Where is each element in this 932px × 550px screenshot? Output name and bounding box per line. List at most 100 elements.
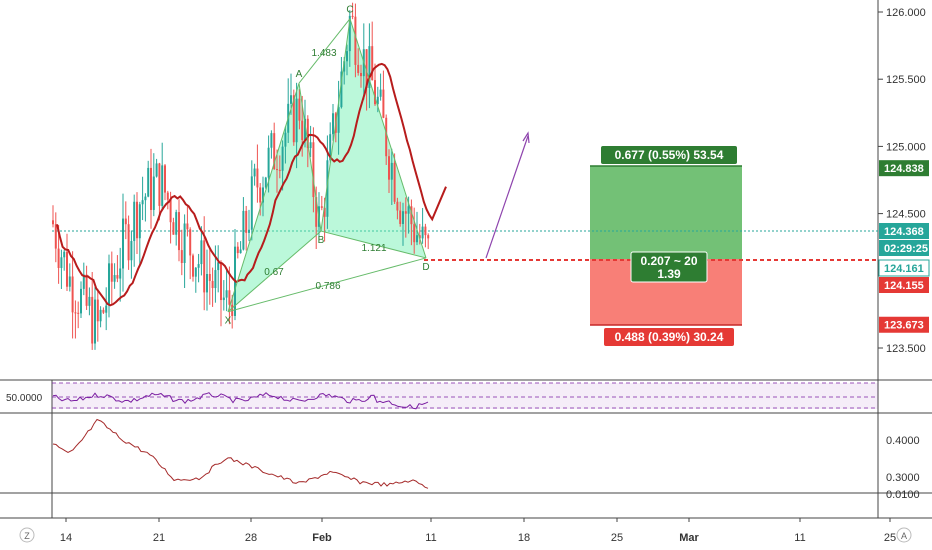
candle-body [239, 249, 242, 254]
pattern-ratio-label: 0.67 [264, 267, 284, 278]
candle-body [166, 192, 169, 200]
pattern-bcd-triangle [321, 18, 426, 258]
target-zone [590, 166, 742, 259]
projection-arrow [485, 131, 530, 259]
candle-body [337, 107, 340, 133]
candle-body [197, 264, 200, 268]
candle-body [192, 255, 194, 277]
candle-body [427, 235, 430, 239]
risk-reward-label: 0.207 ~ 201.39 [630, 251, 708, 283]
ref-price-badge: 124.368 [879, 223, 929, 239]
pattern-point-X: X [225, 316, 232, 327]
pattern-xab-triangle [228, 83, 321, 312]
candle-body [284, 132, 287, 147]
candle-body [346, 51, 348, 62]
countdown-badge: 02:29:25 [879, 240, 929, 256]
candle-body [399, 210, 402, 224]
candle-body [96, 299, 99, 322]
rsi-level-label: 50.0000 [6, 393, 43, 404]
candle-body [410, 206, 413, 225]
candle-body [421, 226, 424, 239]
pattern-ratio-label: 1.121 [361, 243, 386, 254]
candle-body [211, 280, 214, 289]
candle-body [113, 275, 116, 282]
candle-body [304, 118, 306, 140]
candle-body [312, 142, 315, 198]
candle-body [348, 15, 351, 52]
candle-body [169, 199, 172, 223]
time-tick-label: 18 [518, 532, 530, 544]
candle-body [54, 224, 57, 249]
candle-body [424, 226, 427, 236]
candle-body [52, 220, 54, 225]
candle-body [365, 49, 368, 88]
candle-body [388, 156, 390, 180]
price-tick-label: 124.500 [886, 209, 926, 221]
candle-body [354, 16, 357, 65]
target-label-text: 0.677 (0.55%) 53.54 [615, 148, 724, 162]
candle-body [402, 211, 404, 224]
candle-body [267, 147, 270, 178]
auto-scale-button[interactable]: A [896, 527, 912, 543]
candle-body [57, 248, 60, 268]
candle-body [77, 312, 80, 314]
candle-body [368, 46, 371, 88]
candle-body [122, 218, 124, 269]
candle-body [178, 212, 180, 251]
candle-body [119, 268, 122, 279]
candle-body [404, 211, 407, 214]
target-price-badge-text: 124.838 [884, 163, 924, 175]
candle-body [71, 276, 74, 313]
candle-body [74, 312, 77, 314]
stop-label: 0.488 (0.39%) 30.24 [604, 328, 734, 346]
candle-body [222, 297, 225, 301]
candle-body [357, 64, 360, 73]
candle-body [360, 72, 362, 77]
lower-tick-label: 0.4000 [886, 435, 920, 447]
candle-body [110, 263, 113, 282]
candle-body [278, 169, 281, 171]
candle-body [102, 309, 105, 313]
pattern-leg [349, 18, 427, 259]
candle-body [150, 167, 152, 210]
candle-body [141, 200, 144, 205]
candle-body [144, 196, 147, 201]
lower-tick-label: 0.3000 [886, 472, 920, 484]
candle-body [315, 197, 318, 227]
candle-body [155, 163, 158, 177]
long-position-tool[interactable] [590, 165, 742, 326]
stop-label-text: 0.488 (0.39%) 30.24 [615, 330, 724, 344]
time-tick-label: 14 [60, 532, 72, 544]
candle-body [236, 246, 239, 254]
candle-body [340, 71, 343, 108]
candle-body [320, 206, 323, 208]
pattern-point-D: D [422, 262, 429, 273]
candle-body [329, 134, 332, 161]
auto-scale-label: A [901, 531, 907, 541]
candle-body [82, 274, 85, 289]
candle-body [374, 80, 376, 105]
candle-body [306, 118, 309, 149]
candle-body [225, 290, 228, 298]
pattern-leg [227, 83, 300, 312]
candle-body [379, 89, 382, 97]
candle-body [413, 224, 416, 243]
candle-body [130, 241, 133, 261]
timezone-button[interactable]: Z [19, 527, 35, 543]
risk-reward-line-1: 0.207 ~ 20 [640, 254, 697, 268]
candle-body [88, 296, 91, 306]
candle-body [262, 187, 264, 203]
last-price-badge: 124.161 [878, 259, 930, 277]
pattern-ratio-label: 1.483 [311, 48, 336, 59]
candle-body [323, 207, 326, 217]
candle-body [105, 305, 108, 313]
entry-price-badge: 124.155 [879, 277, 929, 293]
candle-body [186, 223, 189, 230]
stop-price-badge: 123.673 [879, 316, 929, 333]
candle-body [298, 98, 301, 121]
timezone-label: Z [24, 531, 30, 541]
pattern-point-A: A [296, 69, 303, 80]
price-tick-label: 125.000 [886, 141, 926, 153]
candle-body [217, 262, 220, 271]
